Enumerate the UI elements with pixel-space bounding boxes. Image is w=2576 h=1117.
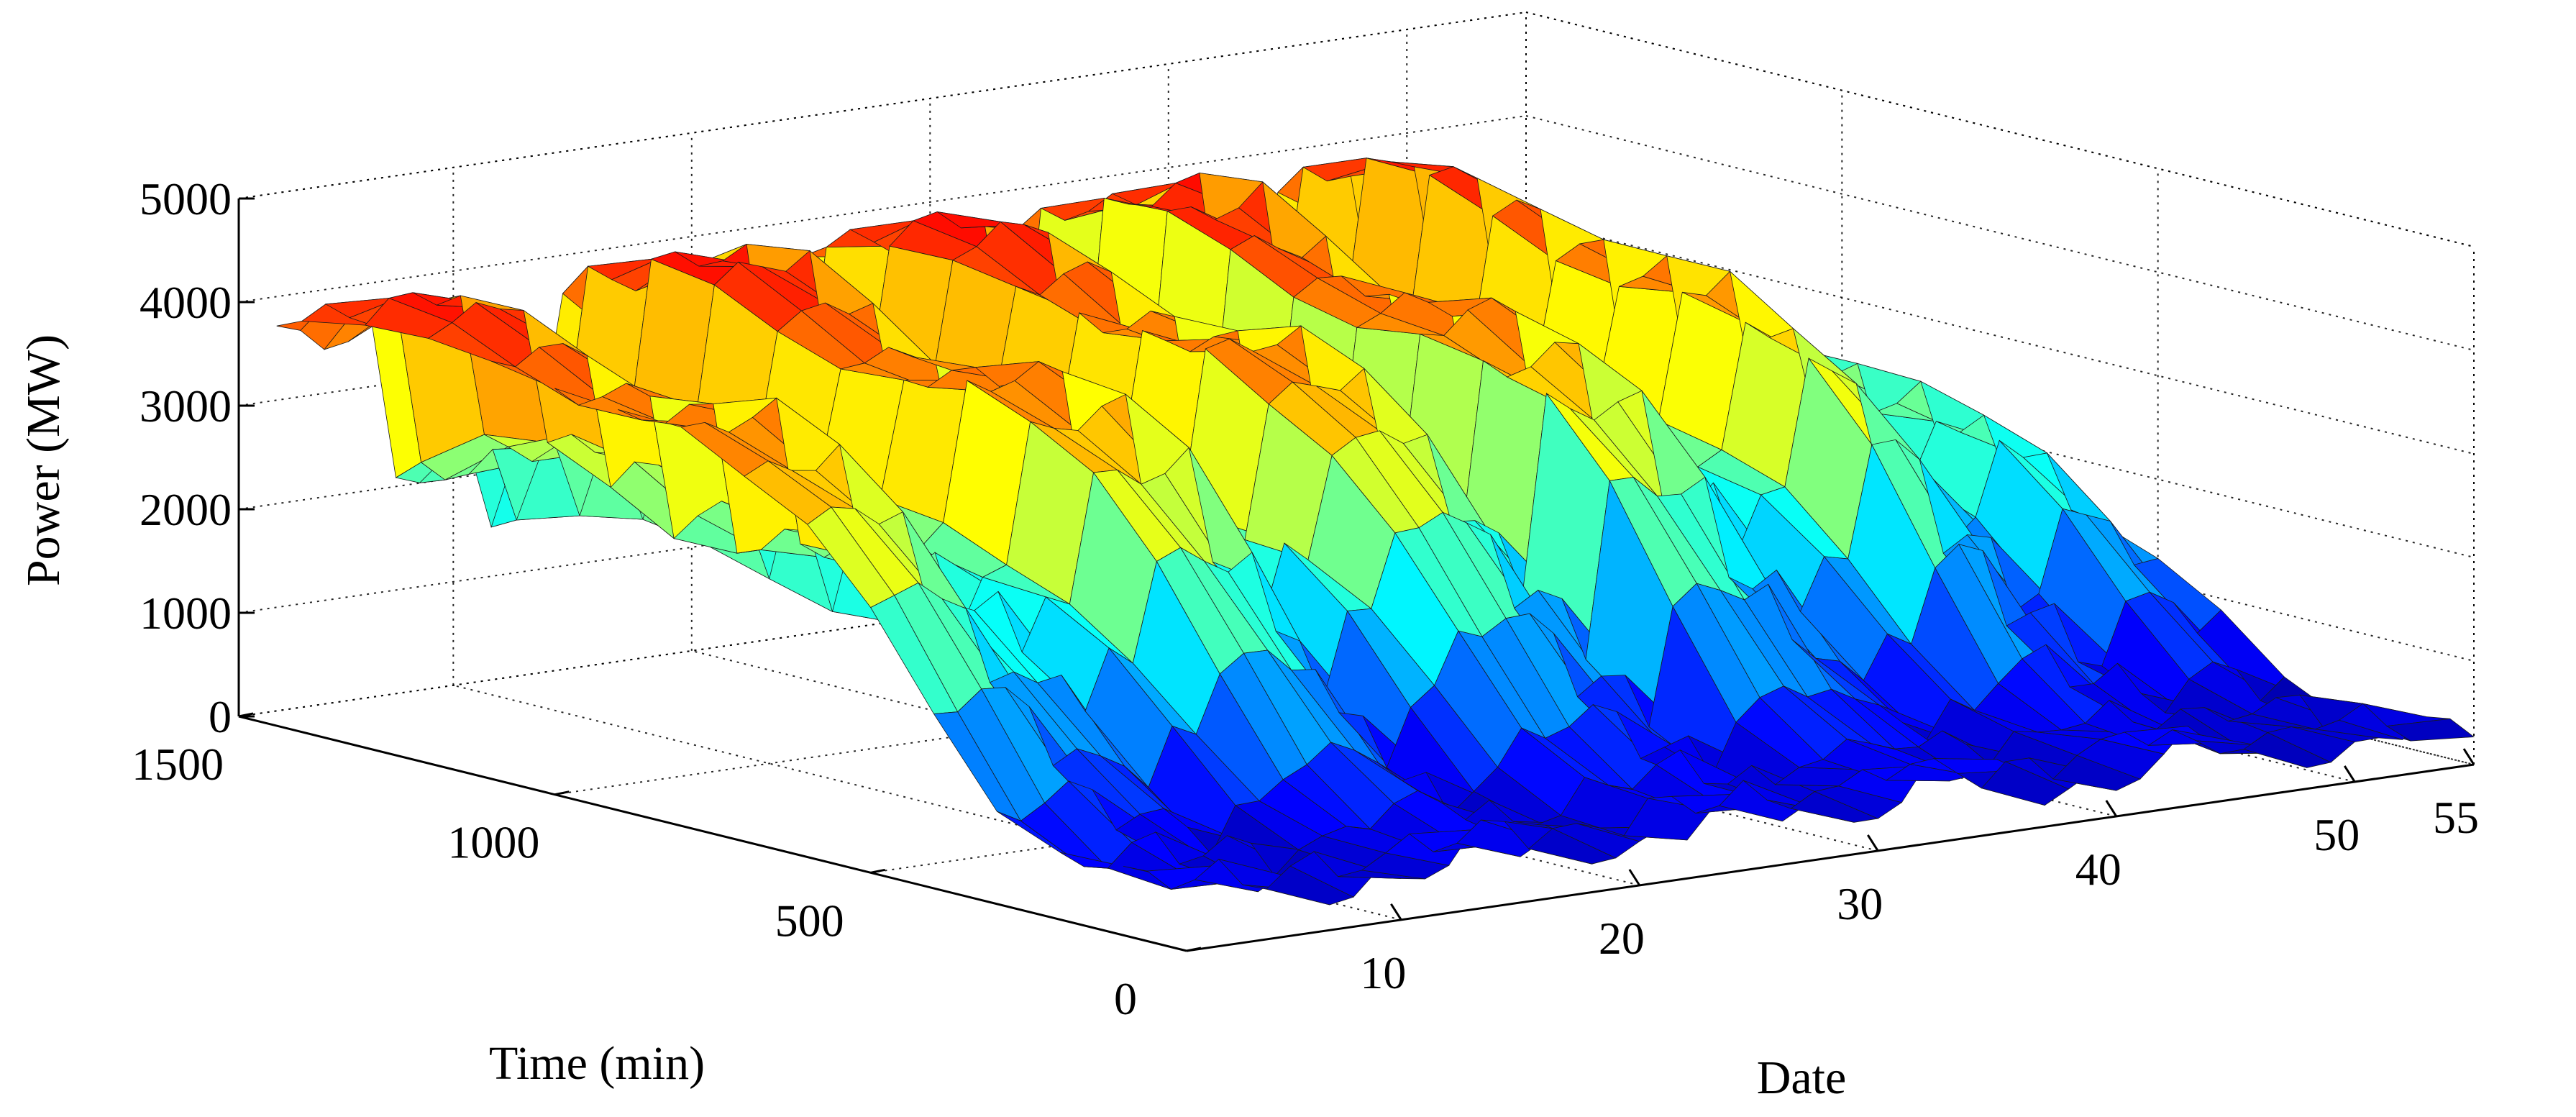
- grid-line: [1525, 322, 2475, 558]
- grid-line: [1525, 12, 2475, 247]
- x-tick-mark: [2105, 800, 2118, 817]
- y-tick-mark: [870, 868, 885, 874]
- x-tick-mark: [2343, 765, 2356, 783]
- z-tick-label: 5000: [140, 173, 232, 224]
- grid-line: [1525, 426, 2475, 662]
- grid-line: [453, 684, 1402, 921]
- x-tick-mark: [2462, 748, 2475, 765]
- y-tick-mark: [1186, 947, 1202, 952]
- grid-line: [238, 426, 1527, 614]
- z-tick-label: 0: [209, 691, 232, 742]
- x-axis-title: Date: [1757, 1052, 1847, 1104]
- grid-line: [1525, 219, 2475, 455]
- y-axis-title: Time (min): [489, 1037, 705, 1090]
- x-tick-label: 30: [1837, 878, 1883, 929]
- x-tick-label: 50: [2314, 809, 2360, 860]
- z-tick-label: 1000: [140, 588, 232, 639]
- grid-line: [1525, 115, 2475, 351]
- surface-patch: [2385, 718, 2475, 742]
- y-tick-mark: [554, 790, 570, 796]
- surface-plot: [276, 158, 2475, 906]
- x-tick-mark: [1867, 834, 1879, 852]
- y-tick-label: 1000: [447, 817, 539, 868]
- z-tick-label: 2000: [140, 484, 232, 535]
- x-tick-mark: [1390, 903, 1402, 921]
- y-tick-label: 0: [1114, 973, 1137, 1024]
- grid-line: [1525, 12, 2475, 247]
- x-tick-label: 40: [2075, 844, 2121, 895]
- z-axis-title: Power (MW): [17, 334, 70, 586]
- x-tick-label: 20: [1599, 913, 1645, 964]
- z-tick-label: 4000: [140, 277, 232, 328]
- x-tick-mark: [1628, 869, 1641, 886]
- x-tick-label: 10: [1360, 947, 1406, 998]
- grid-line: [554, 607, 1842, 795]
- grid-line: [238, 12, 1527, 199]
- grid-line: [691, 649, 1640, 886]
- y-axis-line: [238, 715, 1187, 952]
- grid-line: [238, 529, 1527, 717]
- z-tick-label: 3000: [140, 380, 232, 432]
- y-tick-label: 1500: [132, 739, 224, 790]
- grid-line: [238, 115, 1527, 303]
- y-tick-label: 500: [775, 895, 844, 946]
- x-tick-label: 55: [2433, 792, 2479, 843]
